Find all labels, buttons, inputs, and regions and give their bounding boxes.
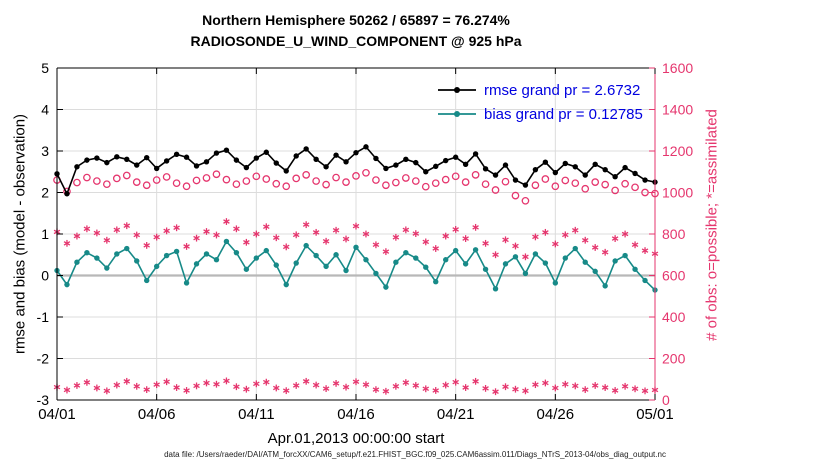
x-tick-label: 04/16 bbox=[337, 406, 375, 423]
y-tick-label-left: -1 bbox=[37, 309, 50, 325]
legend-row-rmse: rmse grand pr = 2.6732 bbox=[436, 78, 643, 102]
legend-row-bias: bias grand pr = 0.12785 bbox=[436, 102, 643, 126]
left-y-axis-label: rmse and bias (model - observation) bbox=[11, 113, 29, 355]
series-assimilated_obs bbox=[53, 218, 659, 261]
rmse-legend-sample-icon bbox=[438, 87, 476, 93]
y-tick-label-right: 1000 bbox=[662, 185, 693, 201]
y-tick-label-left: -3 bbox=[37, 392, 50, 408]
y-tick-label-right: 200 bbox=[662, 351, 686, 367]
y-tick-label-left: -2 bbox=[37, 351, 50, 367]
y-tick-label-right: 1400 bbox=[662, 102, 693, 118]
x-tick-label: 04/21 bbox=[437, 406, 475, 423]
y-tick-label-right: 400 bbox=[662, 309, 686, 325]
y-tick-label-left: 4 bbox=[41, 102, 49, 118]
y-tick-labels-right: 0 200 400 600 800 1000 1200 1400 1600 bbox=[662, 60, 693, 408]
y-tick-label-right: 600 bbox=[662, 268, 686, 284]
x-tick-label: 04/11 bbox=[238, 406, 274, 423]
x-tick-label: 04/01 bbox=[38, 406, 76, 423]
series-bias bbox=[54, 238, 658, 293]
chart-title-line2: RADIOSONDE_U_WIND_COMPONENT @ 925 hPa bbox=[190, 33, 522, 49]
legend: rmse grand pr = 2.6732 bias grand pr = 0… bbox=[436, 78, 643, 126]
y-tick-label-left: 5 bbox=[41, 60, 49, 76]
y-tick-label-right: 0 bbox=[662, 392, 670, 408]
x-axis-label: Apr.01,2013 00:00:00 start bbox=[267, 430, 445, 447]
chart-title-line1: Northern Hemisphere 50262 / 65897 = 76.2… bbox=[202, 12, 510, 28]
bias-legend-label: bias grand pr = 0.12785 bbox=[484, 105, 643, 123]
y-tick-label-right: 1200 bbox=[662, 143, 693, 159]
x-tick-label: 05/01 bbox=[636, 406, 674, 423]
rmse-legend-label: rmse grand pr = 2.6732 bbox=[484, 81, 641, 99]
y-tick-label-left: 2 bbox=[41, 185, 49, 201]
y-tick-label-left: 3 bbox=[41, 143, 49, 159]
data-file-caption: data file: /Users/raeder/DAI/ATM_forcXX/… bbox=[164, 450, 666, 459]
x-tick-label: 04/26 bbox=[537, 406, 575, 423]
bias-legend-sample-icon bbox=[438, 111, 476, 117]
y-tick-label-right: 800 bbox=[662, 226, 686, 242]
axis-box bbox=[56, 67, 656, 401]
y-tick-labels-left: -3 -2 -1 0 1 2 3 4 5 bbox=[37, 60, 50, 408]
x-tick-labels: 04/01 04/06 04/11 04/16 04/21 04/26 05/01 bbox=[38, 406, 674, 423]
right-y-axis-label: # of obs: o=possible; *=assimilated bbox=[703, 109, 721, 341]
y-tick-label-right: 1600 bbox=[662, 60, 693, 76]
y-tick-label-left: 0 bbox=[41, 268, 49, 284]
series-rmse bbox=[54, 144, 658, 197]
x-tick-label: 04/06 bbox=[138, 406, 176, 423]
y-tick-label-left: 1 bbox=[41, 226, 49, 242]
